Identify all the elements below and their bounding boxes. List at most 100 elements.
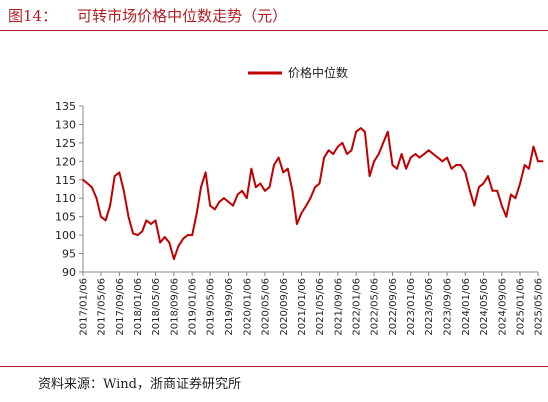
data-point (464, 171, 467, 174)
y-tick-label: 135 (55, 100, 76, 113)
x-tick-label: 2024/05/06 (479, 278, 490, 336)
data-point (337, 145, 339, 148)
data-point (382, 142, 385, 144)
data-point (436, 156, 439, 159)
data-point (191, 234, 194, 237)
x-tick-label: 2025/05/06 (534, 278, 545, 336)
data-point (473, 204, 476, 207)
y-tick-label: 120 (55, 155, 76, 168)
x-tick-label: 2021/05/06 (315, 278, 326, 336)
data-point (232, 204, 234, 207)
x-tick-label: 2019/01/06 (188, 278, 199, 336)
data-point (254, 186, 257, 189)
data-point (227, 201, 230, 203)
data-point (318, 182, 321, 185)
x-tick-label: 2018/05/06 (151, 278, 162, 336)
data-point (496, 189, 499, 192)
series-line (82, 127, 543, 261)
data-point (346, 153, 348, 155)
data-point (532, 145, 535, 148)
data-point (132, 232, 134, 235)
data-point (204, 171, 207, 174)
data-point (364, 130, 366, 133)
x-tick-label: 2024/01/06 (461, 278, 472, 336)
x-tick-label: 2022/09/06 (388, 278, 399, 336)
data-point (127, 215, 130, 218)
x-tick-label: 2022/05/06 (370, 278, 381, 336)
data-point (314, 186, 316, 189)
data-point (122, 189, 125, 192)
data-point (218, 201, 221, 203)
data-point (418, 156, 421, 159)
data-point (396, 167, 398, 170)
data-point (82, 178, 84, 181)
data-point (423, 153, 426, 155)
data-point (514, 197, 517, 200)
data-point (259, 182, 262, 185)
data-point (332, 153, 335, 155)
source-divider (0, 366, 548, 367)
x-tick-label: 2023/05/06 (424, 278, 435, 336)
data-point (427, 149, 430, 152)
x-tick-label: 2023/01/06 (406, 278, 417, 336)
data-point (277, 156, 280, 159)
data-point (386, 130, 389, 133)
data-point (309, 197, 312, 200)
title-divider (0, 30, 548, 31)
data-point (491, 189, 494, 192)
data-point (523, 164, 526, 166)
data-point (300, 212, 303, 214)
data-point (186, 234, 189, 237)
data-point (350, 149, 353, 152)
x-tick-label: 2021/09/06 (333, 278, 344, 336)
data-point (145, 219, 148, 222)
data-point (209, 204, 212, 207)
data-point (250, 167, 253, 170)
data-point (273, 164, 275, 166)
data-point (264, 189, 266, 192)
legend-label: 价格中位数 (288, 65, 348, 80)
data-point (177, 245, 180, 248)
x-tick-label: 2017/05/06 (96, 278, 107, 336)
data-point (405, 167, 407, 170)
data-point (459, 164, 462, 166)
data-point (195, 212, 198, 214)
data-point (154, 219, 157, 222)
x-tick-label: 2025/01/06 (516, 278, 527, 336)
data-point (223, 197, 225, 200)
data-point (118, 171, 121, 174)
x-tick-label: 2020/09/06 (279, 278, 290, 336)
data-point (150, 223, 153, 225)
x-tick-label: 2019/05/06 (206, 278, 217, 336)
data-point (373, 160, 375, 163)
data-point (446, 156, 448, 159)
x-tick-label: 2022/01/06 (352, 278, 363, 336)
data-point (359, 127, 362, 129)
y-tick-label: 100 (55, 229, 76, 242)
data-point (113, 175, 116, 178)
data-point (141, 230, 144, 233)
data-point (305, 204, 308, 207)
data-point (268, 186, 271, 189)
data-point (282, 171, 285, 174)
data-point (245, 197, 248, 200)
figure-title: 图14： 可转市场价格中位数走势（元） (8, 5, 287, 27)
data-point (414, 153, 417, 155)
data-point (441, 160, 444, 163)
x-tick-label: 2023/09/06 (443, 278, 454, 336)
y-tick-label: 105 (55, 211, 76, 224)
data-point (286, 167, 289, 170)
data-point (159, 241, 162, 244)
data-point (200, 186, 202, 189)
data-point (355, 130, 357, 133)
x-tick-label: 2017/01/06 (79, 278, 90, 336)
data-point (541, 160, 544, 163)
data-point (400, 153, 403, 155)
data-point (377, 153, 380, 155)
data-point (341, 142, 344, 144)
data-point (104, 219, 107, 222)
data-point (213, 208, 216, 211)
x-tick-label: 2020/01/06 (242, 278, 253, 336)
chart: 90 95 100 105 110 115 120 125 130 135 2017/01/06 20… (55, 65, 545, 336)
x-tick-label: 2018/01/06 (133, 278, 144, 336)
